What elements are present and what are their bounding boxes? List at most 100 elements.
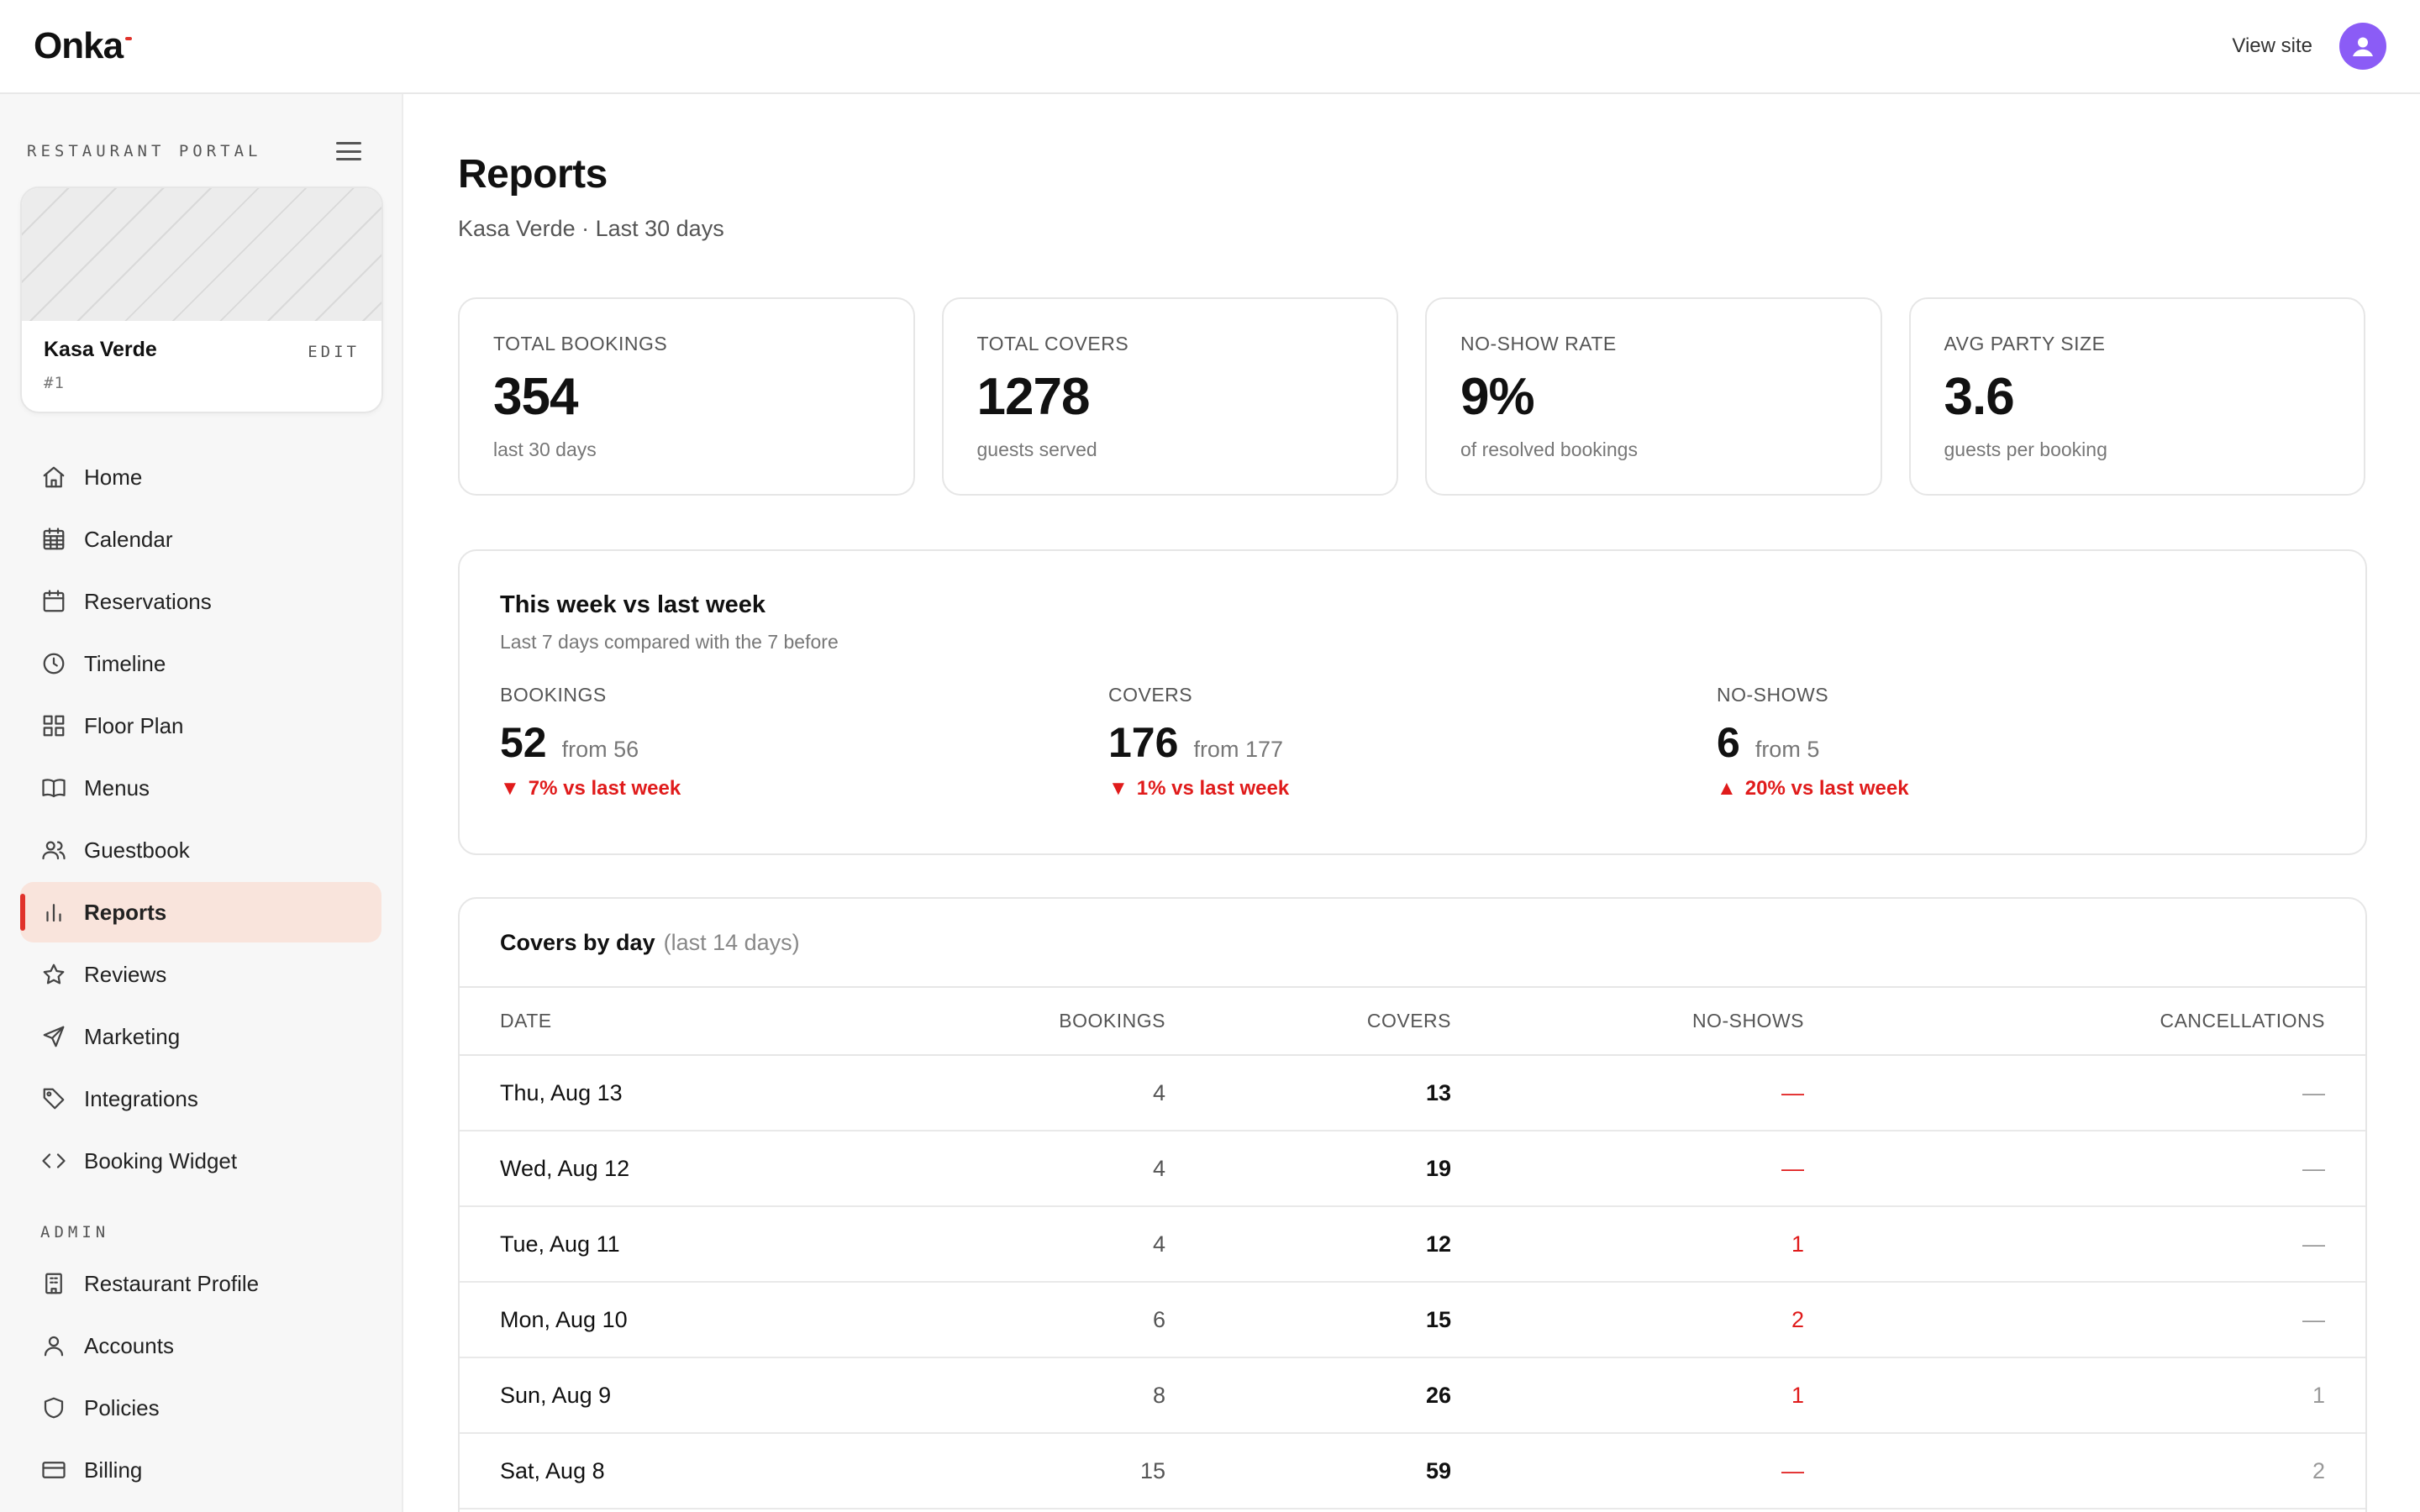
cell-bookings: 8	[964, 1357, 1165, 1434]
calendar-icon	[40, 588, 67, 615]
user-icon	[40, 1332, 67, 1359]
delta-text: 7% vs last week	[528, 777, 681, 800]
sidebar-item-label: Billing	[84, 1457, 143, 1483]
cell-covers: 13	[1165, 1055, 1451, 1131]
cell-date: Tue, Aug 11	[460, 1206, 964, 1283]
onka-logo[interactable]: Onka	[34, 25, 133, 67]
top-bar: Onka View site	[0, 0, 2420, 94]
restaurant-name: Kasa Verde	[44, 338, 157, 361]
grid-icon	[40, 712, 67, 739]
cell-covers: 19	[1165, 1131, 1451, 1207]
metric-label: NO-SHOWS	[1717, 684, 1829, 706]
metric-value: 6	[1717, 719, 1740, 766]
table-row: Sun, Aug 9 8 26 1 1	[460, 1357, 2365, 1434]
restaurant-image-placeholder	[22, 188, 381, 321]
stat-label: AVG PARTY SIZE	[1944, 333, 2106, 354]
sidebar-item-label: Reservations	[84, 588, 212, 614]
stat-card-total-bookings: TOTAL BOOKINGS 354 last 30 days	[458, 297, 915, 496]
top-right-actions: View site	[2232, 23, 2386, 70]
bar-chart-icon	[40, 899, 67, 926]
sidebar-item-label: Menus	[84, 774, 150, 801]
sidebar-item-label: Timeline	[84, 650, 166, 676]
metric-value: 176	[1108, 719, 1179, 766]
menu-toggle-icon[interactable]	[336, 142, 361, 160]
comparison-metrics: BOOKINGS 52 from 56 ▼ 7% vs last week CO…	[500, 684, 2325, 801]
column-header-date[interactable]: DATE	[460, 988, 964, 1056]
sidebar-item-reservations[interactable]: Reservations	[20, 571, 381, 632]
cell-cancellations: —	[1804, 1055, 2365, 1131]
user-avatar[interactable]	[2339, 23, 2386, 70]
comparison-covers: COVERS 176 from 177 ▼ 1% vs last week	[1108, 684, 1717, 801]
table-row: Tue, Aug 11 4 12 1 —	[460, 1206, 2365, 1283]
column-header-no-shows[interactable]: NO-SHOWS	[1451, 988, 1804, 1056]
admin-section-label: ADMIN	[40, 1223, 110, 1242]
sidebar-item-guestbook[interactable]: Guestbook	[20, 820, 381, 880]
stat-value: 9%	[1460, 368, 1535, 426]
stat-label: TOTAL COVERS	[976, 333, 1129, 354]
column-header-bookings[interactable]: BOOKINGS	[964, 988, 1165, 1056]
view-site-link[interactable]: View site	[2232, 34, 2312, 57]
portal-header: RESTAURANT PORTAL	[20, 134, 381, 168]
sidebar-item-label: Accounts	[84, 1332, 174, 1358]
sidebar-item-accounts[interactable]: Accounts	[20, 1315, 381, 1376]
cell-cancellations: —	[1804, 1131, 2365, 1207]
sidebar-item-policies[interactable]: Policies	[20, 1378, 381, 1438]
user-avatar-icon	[2353, 37, 2373, 56]
cell-no-shows: 1	[1451, 1357, 1804, 1434]
cell-bookings: 15	[964, 1433, 1165, 1509]
sidebar-item-reports[interactable]: Reports	[20, 882, 381, 942]
calendar-grid-icon	[40, 526, 67, 553]
sidebar-item-label: Booking Widget	[84, 1147, 238, 1173]
sidebar-item-billing[interactable]: Billing	[20, 1440, 381, 1500]
stat-card-total-covers: TOTAL COVERS 1278 guests served	[941, 297, 1398, 496]
home-icon	[40, 464, 67, 491]
metric-previous: from 5	[1754, 737, 1820, 762]
cell-cancellations: —	[1804, 1206, 2365, 1283]
metric-previous: from 177	[1193, 737, 1283, 762]
cell-cancellations: —	[1804, 1282, 2365, 1358]
cell-date: Wed, Aug 12	[460, 1131, 964, 1207]
arrow-down-icon: ▼	[1108, 777, 1128, 800]
delta-text: 1% vs last week	[1136, 777, 1290, 800]
sidebar-item-marketing[interactable]: Marketing	[20, 1006, 381, 1067]
sidebar-item-integrations[interactable]: Integrations	[20, 1068, 381, 1129]
stat-card-avg-party-size: AVG PARTY SIZE 3.6 guests per booking	[1908, 297, 2365, 496]
sidebar-item-timeline[interactable]: Timeline	[20, 633, 381, 694]
arrow-down-icon: ▼	[500, 777, 520, 800]
code-icon	[40, 1147, 67, 1174]
metric-delta: ▼ 7% vs last week	[500, 777, 1108, 801]
credit-card-icon	[40, 1457, 67, 1483]
sidebar-item-menus[interactable]: Menus	[20, 758, 381, 818]
building-icon	[40, 1270, 67, 1297]
cell-no-shows: —	[1451, 1055, 1804, 1131]
stat-caption: guests served	[976, 438, 1097, 460]
sidebar-item-restaurant-profile[interactable]: Restaurant Profile	[20, 1253, 381, 1314]
sidebar-item-booking-widget[interactable]: Booking Widget	[20, 1131, 381, 1191]
cell-date: Thu, Aug 13	[460, 1055, 964, 1131]
sidebar-item-reviews[interactable]: Reviews	[20, 944, 381, 1005]
cell-bookings: 4	[964, 1206, 1165, 1283]
covers-by-day-card: Covers by day (last 14 days) DATE BOOKIN…	[458, 897, 2367, 1512]
column-header-covers[interactable]: COVERS	[1165, 988, 1451, 1056]
sidebar-item-home[interactable]: Home	[20, 447, 381, 507]
edit-restaurant-button[interactable]: EDIT	[308, 343, 360, 361]
column-header-cancellations[interactable]: CANCELLATIONS	[1804, 988, 2365, 1056]
covers-by-day-table: DATE BOOKINGS COVERS NO-SHOWS CANCELLATI…	[460, 988, 2365, 1509]
book-icon	[40, 774, 67, 801]
stat-value: 3.6	[1944, 368, 2015, 426]
sidebar-item-label: Reports	[84, 899, 167, 925]
table-row: Mon, Aug 10 6 15 2 —	[460, 1282, 2365, 1358]
cell-covers: 59	[1165, 1433, 1451, 1509]
cell-covers: 12	[1165, 1206, 1451, 1283]
metric-delta: ▼ 1% vs last week	[1108, 777, 1717, 801]
sidebar-item-floor-plan[interactable]: Floor Plan	[20, 696, 381, 756]
stat-value: 354	[493, 368, 578, 426]
table-title-note: (last 14 days)	[663, 929, 800, 955]
table-title-text: Covers by day	[500, 929, 655, 955]
sidebar-item-calendar[interactable]: Calendar	[20, 509, 381, 570]
table-row: Thu, Aug 13 4 13 — —	[460, 1055, 2365, 1131]
sidebar-item-label: Marketing	[84, 1023, 181, 1049]
restaurant-card[interactable]: Kasa Verde #1 EDIT	[20, 186, 383, 413]
cell-cancellations: 1	[1804, 1357, 2365, 1434]
cell-bookings: 4	[964, 1131, 1165, 1207]
